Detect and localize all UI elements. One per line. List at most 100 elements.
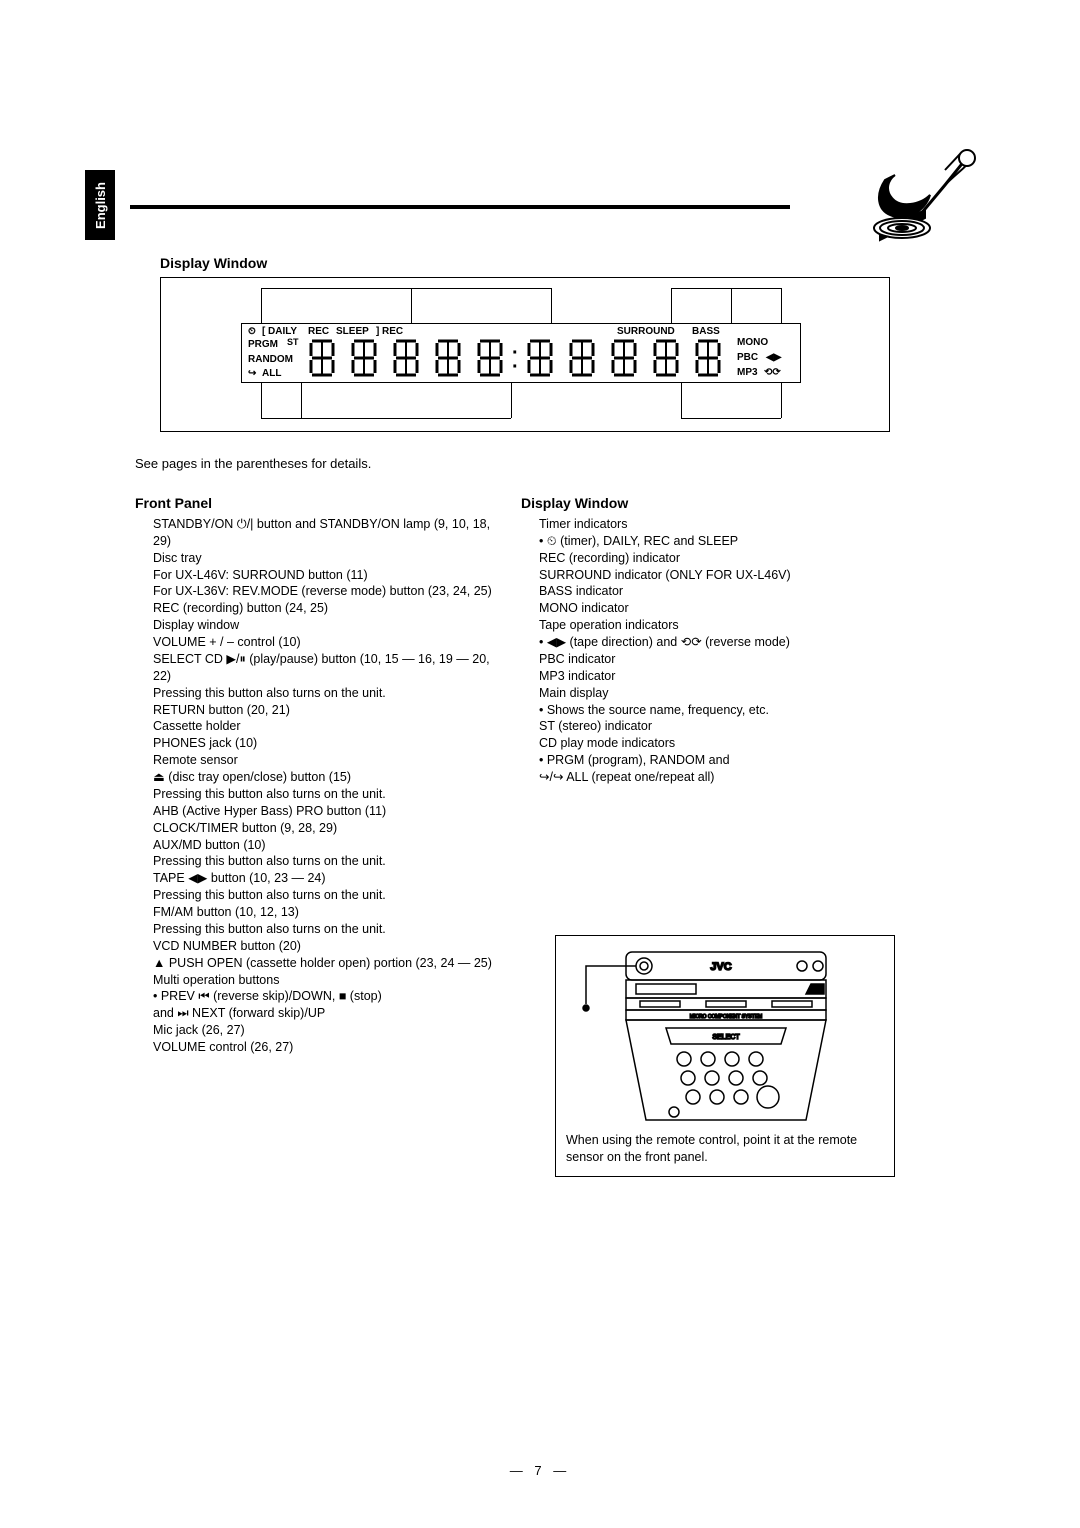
- lcd-st: ST: [287, 337, 299, 347]
- lcd-panel: ⏲ [ DAILY REC SLEEP ] REC SURROUND BASS …: [241, 323, 801, 383]
- list-item: Multi operation buttons: [153, 972, 509, 989]
- list-item: • PREV ⏮ (reverse skip)/DOWN, ■ (stop): [153, 988, 509, 1005]
- lcd-daily: DAILY: [268, 326, 297, 337]
- list-item: VOLUME + / – control (10): [153, 634, 509, 651]
- repeat-icon: ↪: [248, 368, 256, 379]
- tape-dir-icon: ◀▶: [766, 352, 781, 363]
- header-rule: [130, 205, 790, 209]
- list-item: Cassette holder: [153, 718, 509, 735]
- brand-label: JVC: [710, 961, 731, 973]
- list-item: Disc tray: [153, 550, 509, 567]
- remote-sensor-figure: JVC MICRO COMPONENT SYSTEM SELECT: [555, 935, 895, 1177]
- list-item: CD play mode indicators: [539, 735, 895, 752]
- list-item: SURROUND indicator (ONLY FOR UX-L46V): [539, 567, 895, 584]
- list-item: For UX-L46V: SURROUND button (11): [153, 567, 509, 584]
- callout-line: [301, 383, 302, 418]
- colon-dot: ·: [512, 356, 519, 379]
- language-label: English: [93, 182, 108, 229]
- lcd-mp3: MP3: [737, 367, 758, 378]
- seg-digit: [304, 338, 340, 378]
- seg-digit: [690, 338, 726, 378]
- lcd-prgm: PRGM: [248, 339, 278, 350]
- lcd-random: RANDOM: [248, 354, 293, 365]
- display-window-list-title: Display Window: [521, 494, 895, 513]
- list-item: Pressing this button also turns on the u…: [153, 887, 509, 904]
- list-item: BASS indicator: [539, 583, 895, 600]
- lcd-bracket: [: [262, 326, 265, 337]
- callout-line: [261, 418, 511, 419]
- list-item: Timer indicators: [539, 516, 895, 533]
- lcd-mono: MONO: [737, 337, 768, 348]
- list-item: For UX-L36V: REV.MODE (reverse mode) but…: [153, 583, 509, 600]
- page-number: — 7 —: [0, 1463, 1080, 1478]
- lcd-surround: SURROUND: [617, 326, 675, 337]
- device-illustration: JVC MICRO COMPONENT SYSTEM SELECT: [566, 944, 886, 1124]
- list-item: CLOCK/TIMER button (9, 28, 29): [153, 820, 509, 837]
- seg-digit: [388, 338, 424, 378]
- callout-line: [681, 418, 781, 419]
- display-window-section: Display Window ⏲ [ DAILY REC SLEEP ] REC…: [160, 255, 890, 432]
- lcd-rec2: REC: [382, 326, 403, 337]
- list-item: VOLUME control (26, 27): [153, 1039, 509, 1056]
- list-item: Pressing this button also turns on the u…: [153, 853, 509, 870]
- list-item: Tape operation indicators: [539, 617, 895, 634]
- front-panel-title: Front Panel: [135, 494, 509, 513]
- svg-text:MICRO COMPONENT SYSTEM: MICRO COMPONENT SYSTEM: [690, 1014, 762, 1020]
- list-item: PHONES jack (10): [153, 735, 509, 752]
- front-panel-column: Front Panel STANDBY/ON ⏻/| button and ST…: [135, 494, 509, 1056]
- svg-text:SELECT: SELECT: [712, 1034, 740, 1041]
- list-item: and ⏭ NEXT (forward skip)/UP: [153, 1005, 509, 1022]
- seg-digit: [648, 338, 684, 378]
- list-item: TAPE ◀▶ button (10, 23 — 24): [153, 870, 509, 887]
- list-item: VCD NUMBER button (20): [153, 938, 509, 955]
- list-item: ↪/↪ ALL (repeat one/repeat all): [539, 769, 895, 786]
- list-item: Pressing this button also turns on the u…: [153, 685, 509, 702]
- seg-digit: [346, 338, 382, 378]
- callout-line: [781, 383, 782, 418]
- callout-line: [781, 288, 782, 323]
- callout-line: [681, 383, 682, 418]
- list-item: PBC indicator: [539, 651, 895, 668]
- callout-line: [511, 383, 512, 418]
- lcd-bass: BASS: [692, 326, 720, 337]
- list-item: ST (stereo) indicator: [539, 718, 895, 735]
- list-item: Pressing this button also turns on the u…: [153, 921, 509, 938]
- reverse-mode-icon: ⟲⟳: [764, 367, 781, 378]
- list-item: Mic jack (26, 27): [153, 1022, 509, 1039]
- list-item: • ⏲ (timer), DAILY, REC and SLEEP: [539, 533, 895, 550]
- list-item: REC (recording) button (24, 25): [153, 600, 509, 617]
- seg-digit: [430, 338, 466, 378]
- list-item: MONO indicator: [539, 600, 895, 617]
- list-item: REC (recording) indicator: [539, 550, 895, 567]
- callout-line: [261, 288, 262, 323]
- callout-line: [261, 288, 551, 289]
- list-item: • Shows the source name, frequency, etc.: [539, 702, 895, 719]
- seg-digit: [564, 338, 600, 378]
- list-item: • PRGM (program), RANDOM and: [539, 752, 895, 769]
- front-panel-list: STANDBY/ON ⏻/| button and STANDBY/ON lam…: [135, 516, 509, 1056]
- seg-digit: [522, 338, 558, 378]
- list-item: Remote sensor: [153, 752, 509, 769]
- list-item: Display window: [153, 617, 509, 634]
- list-item: AHB (Active Hyper Bass) PRO button (11): [153, 803, 509, 820]
- list-item: MP3 indicator: [539, 668, 895, 685]
- callout-line: [671, 288, 781, 289]
- list-item: ⏏ (disc tray open/close) button (15): [153, 769, 509, 786]
- lcd-rec: REC: [308, 326, 329, 337]
- seg-digit: [606, 338, 642, 378]
- gramophone-icon: [870, 140, 980, 250]
- list-item: ▲ PUSH OPEN (cassette holder open) porti…: [153, 955, 509, 972]
- lcd-bracket: ]: [376, 326, 379, 337]
- list-item: FM/AM button (10, 12, 13): [153, 904, 509, 921]
- callout-line: [731, 288, 732, 323]
- figure-caption: When using the remote control, point it …: [566, 1132, 884, 1166]
- parentheses-note: See pages in the parentheses for details…: [135, 456, 371, 471]
- lcd-pbc: PBC: [737, 352, 758, 363]
- seg-digit: [472, 338, 508, 378]
- display-diagram-box: ⏲ [ DAILY REC SLEEP ] REC SURROUND BASS …: [160, 277, 890, 432]
- display-window-list: Timer indicators• ⏲ (timer), DAILY, REC …: [521, 516, 895, 786]
- list-item: Pressing this button also turns on the u…: [153, 786, 509, 803]
- list-item: Main display: [539, 685, 895, 702]
- timer-icon: ⏲: [248, 326, 256, 337]
- callout-line: [261, 383, 262, 418]
